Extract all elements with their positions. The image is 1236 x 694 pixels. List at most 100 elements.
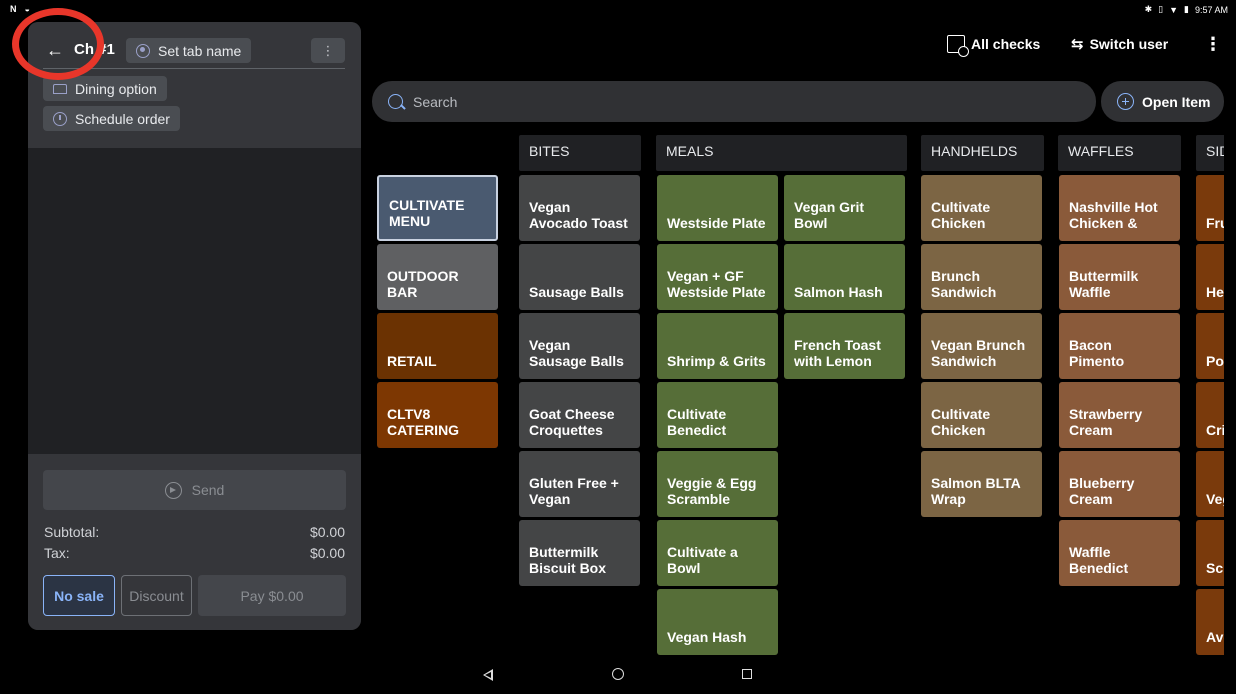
header-divider bbox=[43, 68, 345, 69]
menu-group-outdoor-bar[interactable]: OUTDOOR BAR bbox=[377, 244, 498, 310]
pay-button[interactable]: Pay $0.00 bbox=[198, 575, 346, 616]
search-input[interactable] bbox=[413, 93, 1013, 110]
item-label: Cultivate Chicken Biscuit bbox=[931, 199, 991, 231]
menu-item[interactable]: Po Ca bbox=[1196, 313, 1224, 379]
item-label: Goat Cheese Croquettes bbox=[529, 406, 615, 438]
menu-item[interactable]: Cultivate Chicken Sand... bbox=[921, 382, 1042, 448]
tax-row: Tax: $0.00 bbox=[44, 545, 345, 561]
menu-item[interactable]: Avo bbox=[1196, 589, 1224, 655]
menu-item[interactable]: Westside Plate bbox=[657, 175, 778, 241]
bluetooth-icon: ✱ bbox=[1144, 4, 1153, 14]
send-button[interactable]: Send bbox=[43, 470, 346, 510]
item-label: Shrimp & Grits bbox=[667, 353, 766, 369]
no-sale-button[interactable]: No sale bbox=[43, 575, 115, 616]
menu-item[interactable]: Cultivate a Bowl bbox=[657, 520, 778, 586]
menu-item[interactable]: Cultivate Chicken Biscuit bbox=[921, 175, 1042, 241]
shield-icon: ◒ bbox=[24, 4, 30, 14]
order-more-button[interactable]: ⋮ bbox=[311, 38, 345, 63]
menu-group-catering[interactable]: CLTV8 CATERING bbox=[377, 382, 498, 448]
status-time: 9:57 AM bbox=[1194, 4, 1228, 15]
subtotal-label: Subtotal: bbox=[44, 524, 100, 540]
item-label: Salmon BLTA Wrap bbox=[931, 475, 1021, 507]
category-header-bites: BITES bbox=[519, 135, 641, 171]
overflow-menu-icon[interactable]: ⋮ bbox=[1204, 33, 1222, 54]
menu-item[interactable]: Buttermilk Waffle bbox=[1059, 244, 1180, 310]
menu-item[interactable]: Vegan Sausage Balls bbox=[519, 313, 640, 379]
menu-item[interactable]: Cultivate Benedict bbox=[657, 382, 778, 448]
send-label: Send bbox=[191, 482, 225, 498]
order-panel: ← Ch #1 Set tab name ⋮ Dining option Sch… bbox=[28, 22, 361, 630]
dining-option-button[interactable]: Dining option bbox=[43, 76, 167, 101]
item-label: Vegan Hash bbox=[667, 629, 747, 645]
set-tab-name-label: Set tab name bbox=[158, 42, 242, 59]
menu-group-cultivate-menu[interactable]: CULTIVATE MENU bbox=[377, 175, 498, 241]
menu-item[interactable]: Vegan Avocado Toast bbox=[519, 175, 640, 241]
menu-item[interactable]: Bacon Pimento Cheese Waffle bbox=[1059, 313, 1180, 379]
open-item-label: Open Item bbox=[1142, 93, 1211, 110]
menu-item[interactable]: Vegan Hash bbox=[657, 589, 778, 655]
discount-button[interactable]: Discount bbox=[121, 575, 192, 616]
menu-item[interactable]: Strawberry Cream Chees... bbox=[1059, 382, 1180, 448]
status-bar-left: N ◒ bbox=[10, 4, 30, 14]
system-nav-bar bbox=[0, 660, 1236, 694]
all-checks-button[interactable]: All checks bbox=[947, 32, 1041, 57]
menu-item[interactable]: Vegan Brunch Sandwich bbox=[921, 313, 1042, 379]
menu-item[interactable]: Fru bbox=[1196, 175, 1224, 241]
category-header-sides: SID bbox=[1196, 135, 1224, 171]
menu-item[interactable]: Shrimp & Grits bbox=[657, 313, 778, 379]
nav-back-icon[interactable] bbox=[483, 669, 493, 681]
item-label: Waffle Benedict bbox=[1069, 544, 1129, 576]
wifi-icon: ▼ bbox=[1169, 4, 1179, 15]
menu-item[interactable]: Nashville Hot Chicken & Waf... bbox=[1059, 175, 1180, 241]
menu-group-label: OUTDOOR BAR bbox=[387, 268, 459, 300]
menu-item[interactable]: Goat Cheese Croquettes bbox=[519, 382, 640, 448]
item-label: Vegan Sausage Balls bbox=[529, 337, 624, 369]
menu-item[interactable]: Sausage Balls bbox=[519, 244, 640, 310]
switch-user-button[interactable]: ⇆ Switch user bbox=[1071, 32, 1168, 56]
item-label: Vegan Grit Bowl bbox=[794, 199, 865, 231]
nav-home-icon[interactable] bbox=[612, 668, 624, 680]
item-label: Vegan + GF Westside Plate bbox=[667, 268, 766, 300]
order-header: ← Ch #1 Set tab name ⋮ Dining option Sch… bbox=[28, 22, 361, 148]
item-label: Cultivate Chicken Sand... bbox=[931, 406, 991, 438]
menu-item[interactable]: Salmon Hash bbox=[784, 244, 905, 310]
menu-item[interactable]: Cri bbox=[1196, 382, 1224, 448]
menu-item[interactable]: Waffle Benedict bbox=[1059, 520, 1180, 586]
category-header-waffles: WAFFLES bbox=[1058, 135, 1181, 171]
menu-item[interactable]: Vegan Grit Bowl bbox=[784, 175, 905, 241]
menu-item[interactable]: Vegan + GF Westside Plate bbox=[657, 244, 778, 310]
menu-item[interactable]: Gluten Free + Vegan Beignets bbox=[519, 451, 640, 517]
subtotal-value: $0.00 bbox=[309, 524, 345, 540]
swap-arrows-icon: ⇆ bbox=[1071, 36, 1084, 53]
item-label: Westside Plate bbox=[667, 215, 766, 231]
set-tab-name-button[interactable]: Set tab name bbox=[126, 38, 252, 63]
menu-item[interactable]: Veg Gri bbox=[1196, 451, 1224, 517]
menu-item[interactable]: Salmon BLTA Wrap bbox=[921, 451, 1042, 517]
status-bar-right: ✱ ▯ ▼ ▮ 9:57 AM bbox=[1145, 4, 1228, 15]
check-title: Ch #1 bbox=[74, 41, 115, 58]
item-label: Cri bbox=[1206, 422, 1224, 438]
menu-item[interactable]: Blueberry Cream Chees... bbox=[1059, 451, 1180, 517]
menu-item[interactable]: French Toast with Lemon W... bbox=[784, 313, 905, 379]
schedule-order-button[interactable]: Schedule order bbox=[43, 106, 180, 131]
menu-item[interactable]: Veggie & Egg Scramble bbox=[657, 451, 778, 517]
item-label: Avo bbox=[1206, 629, 1224, 645]
nav-recents-icon[interactable] bbox=[742, 669, 752, 679]
switch-user-label: Switch user bbox=[1089, 36, 1169, 52]
menu-grid: CULTIVATE MENU OUTDOOR BAR RETAIL CLTV8 … bbox=[372, 130, 1224, 660]
tax-label: Tax: bbox=[44, 545, 70, 561]
all-checks-label: All checks bbox=[971, 36, 1041, 52]
item-label: Buttermilk Waffle bbox=[1069, 268, 1139, 300]
item-label: Cultivate Benedict bbox=[667, 406, 727, 438]
search-bar[interactable] bbox=[372, 81, 1096, 122]
item-label: He Tor bbox=[1206, 284, 1224, 300]
menu-item[interactable]: Brunch Sandwich bbox=[921, 244, 1042, 310]
vibrate-icon: ▯ bbox=[1158, 4, 1164, 14]
menu-item[interactable]: He Tor bbox=[1196, 244, 1224, 310]
menu-group-retail[interactable]: RETAIL bbox=[377, 313, 498, 379]
back-arrow-icon[interactable]: ← bbox=[46, 40, 64, 60]
open-item-button[interactable]: Open Item bbox=[1101, 81, 1224, 122]
menu-item[interactable]: Buttermilk Biscuit Box bbox=[519, 520, 640, 586]
menu-item[interactable]: Sci Pin bbox=[1196, 520, 1224, 586]
dining-icon bbox=[53, 83, 67, 94]
